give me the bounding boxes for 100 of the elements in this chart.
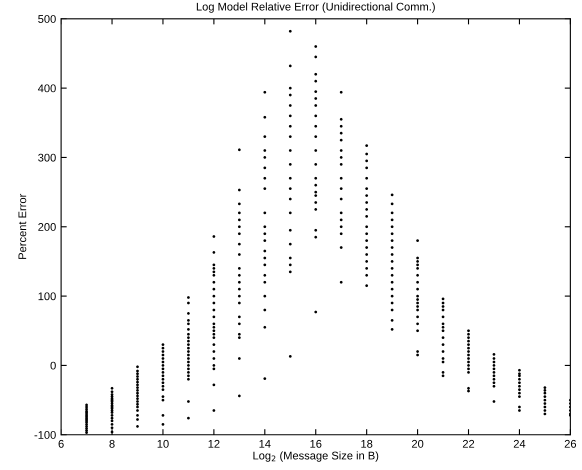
point bbox=[544, 398, 546, 402]
point bbox=[416, 256, 419, 260]
point bbox=[162, 346, 164, 350]
point bbox=[187, 328, 190, 331]
point bbox=[340, 198, 343, 200]
point bbox=[238, 288, 241, 291]
point bbox=[288, 64, 292, 68]
point bbox=[390, 260, 394, 263]
point bbox=[212, 322, 216, 326]
point bbox=[340, 90, 343, 94]
point bbox=[492, 384, 496, 388]
point bbox=[518, 388, 521, 392]
point bbox=[416, 308, 419, 312]
y-tick-label: 400 bbox=[38, 84, 56, 92]
point bbox=[314, 162, 318, 166]
point bbox=[340, 132, 343, 135]
point bbox=[212, 364, 216, 367]
point bbox=[162, 360, 164, 364]
point bbox=[467, 329, 470, 332]
point bbox=[442, 343, 444, 346]
point bbox=[187, 354, 190, 356]
point bbox=[263, 256, 266, 260]
point bbox=[288, 94, 292, 96]
point bbox=[187, 350, 190, 353]
point bbox=[85, 431, 88, 434]
point bbox=[263, 274, 266, 277]
point bbox=[212, 329, 216, 332]
point bbox=[238, 274, 241, 277]
point bbox=[390, 202, 394, 206]
point bbox=[467, 350, 470, 353]
point bbox=[136, 370, 139, 372]
point bbox=[288, 264, 292, 266]
x-tick-label: 14 bbox=[259, 440, 271, 448]
y-tick-label: 300 bbox=[38, 154, 56, 162]
point bbox=[390, 328, 394, 331]
point bbox=[416, 322, 419, 326]
x-axis-title: Log$_{2}$ (Message Size in B) bbox=[253, 451, 378, 462]
point bbox=[288, 355, 292, 358]
point bbox=[136, 409, 139, 412]
point bbox=[442, 308, 444, 312]
point bbox=[212, 266, 216, 270]
x-tick-label: 22 bbox=[462, 440, 474, 448]
point bbox=[314, 135, 318, 138]
x-tick-label: 16 bbox=[310, 440, 322, 448]
point bbox=[238, 294, 241, 298]
point bbox=[212, 336, 216, 340]
point bbox=[136, 375, 139, 378]
point bbox=[263, 166, 266, 170]
point bbox=[187, 364, 190, 367]
point bbox=[340, 280, 343, 284]
point bbox=[340, 246, 343, 249]
point bbox=[442, 297, 444, 300]
point bbox=[416, 239, 419, 242]
point bbox=[136, 378, 139, 381]
point bbox=[263, 377, 266, 380]
point bbox=[365, 284, 368, 288]
point bbox=[187, 346, 190, 350]
point bbox=[390, 294, 394, 298]
point bbox=[263, 294, 266, 298]
point bbox=[442, 360, 444, 364]
point bbox=[416, 302, 419, 304]
point bbox=[340, 232, 343, 236]
point bbox=[390, 232, 394, 236]
point bbox=[212, 357, 216, 360]
point bbox=[238, 225, 241, 228]
point bbox=[390, 225, 394, 228]
point bbox=[442, 322, 444, 326]
point bbox=[212, 368, 216, 370]
x-tick-label: 18 bbox=[361, 440, 372, 448]
point bbox=[288, 270, 292, 274]
point bbox=[187, 302, 190, 304]
point bbox=[162, 384, 164, 388]
point bbox=[110, 414, 114, 417]
point bbox=[162, 381, 164, 384]
x-tick-label: 26 bbox=[564, 440, 576, 448]
point bbox=[187, 332, 190, 336]
point bbox=[340, 176, 343, 180]
y-axis-title: Percent Error bbox=[18, 194, 26, 259]
point bbox=[187, 400, 190, 403]
point bbox=[187, 370, 190, 374]
x-tick-label: 10 bbox=[158, 440, 169, 448]
point bbox=[238, 394, 241, 398]
point bbox=[365, 274, 368, 277]
point bbox=[544, 386, 546, 389]
point bbox=[314, 45, 318, 48]
point bbox=[212, 294, 216, 298]
point bbox=[365, 166, 368, 170]
point bbox=[263, 90, 266, 94]
point bbox=[467, 357, 470, 360]
point bbox=[162, 374, 164, 378]
point bbox=[212, 302, 216, 304]
point bbox=[442, 374, 444, 378]
point bbox=[136, 388, 139, 392]
point bbox=[263, 308, 266, 312]
point bbox=[340, 156, 343, 159]
point bbox=[314, 114, 318, 118]
point bbox=[288, 242, 292, 246]
point bbox=[162, 364, 164, 367]
point bbox=[288, 187, 292, 190]
point bbox=[162, 370, 164, 374]
